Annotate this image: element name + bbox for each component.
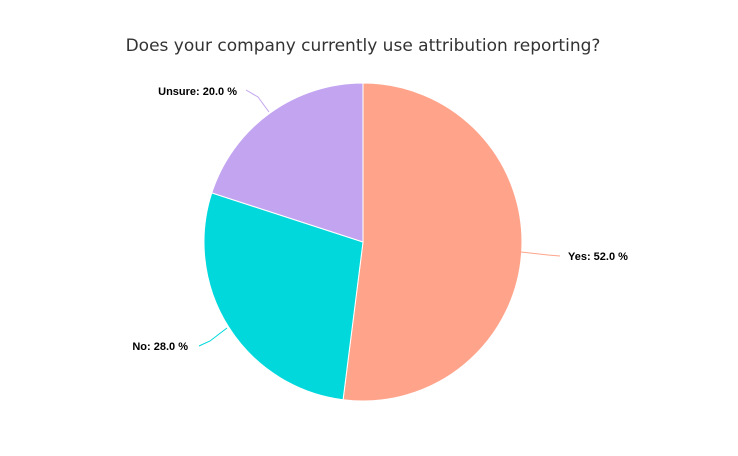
slice-labels: Yes: 52.0 % No: 28.0 % Unsure: 20.0 % [132,86,628,353]
label-leaders [198,89,561,347]
slice-label-unsure: Unsure: 20.0 % [158,86,237,98]
leader-line-yes [520,251,561,257]
pie-slice-no [203,192,364,401]
slice-label-no: No: 28.0 % [132,341,188,353]
slice-label-yes: Yes: 52.0 % [568,251,628,263]
pie-slice-unsure [211,82,364,243]
pie-slice-yes [342,82,523,402]
leader-line-no [198,327,228,347]
pie-slices [203,82,523,402]
leader-line-unsure [245,89,270,113]
chart-title: Does your company currently use attribut… [126,36,601,56]
